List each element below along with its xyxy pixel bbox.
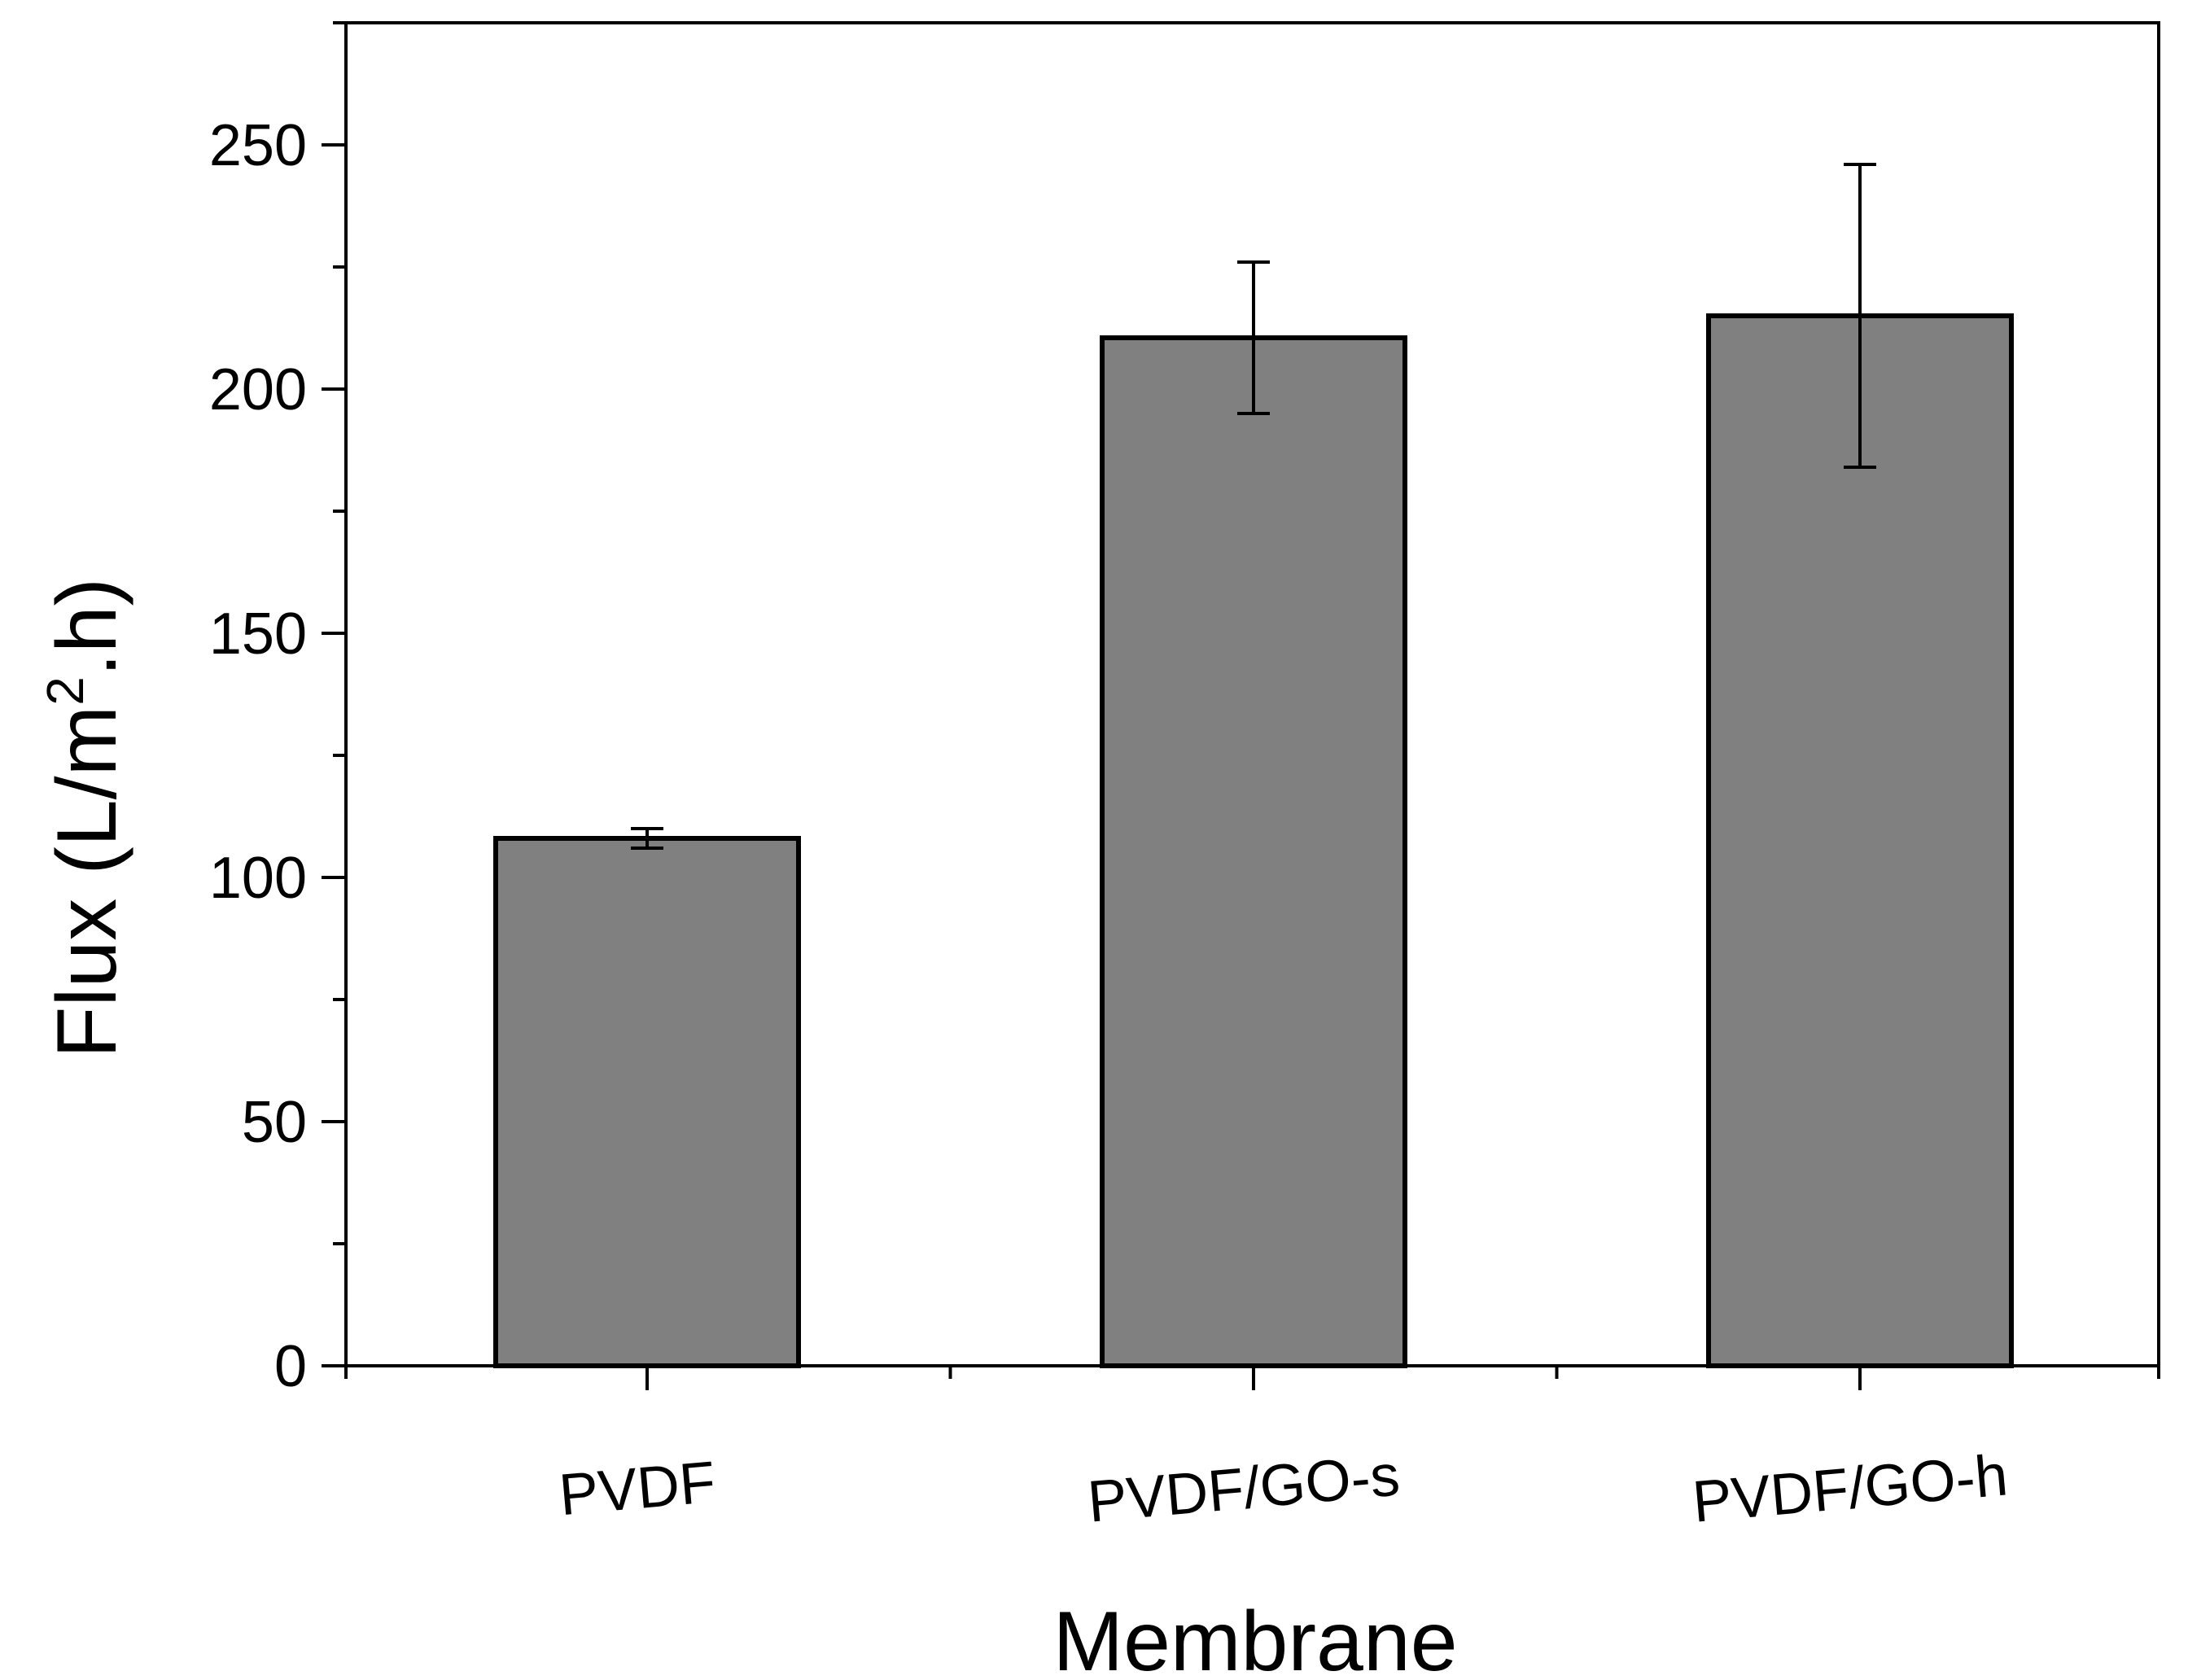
y-axis-label-main: Flux (L/m (40, 706, 134, 1058)
y-axis-label-superscript: 2 (36, 676, 94, 706)
y-tick-label: 100 (209, 846, 307, 911)
y-tick-label: 50 (242, 1090, 307, 1155)
y-ticks-group: 0 50 100 150 200 250 (209, 21, 346, 1399)
y-tick-label: 150 (209, 602, 307, 667)
bar (493, 836, 801, 1368)
x-category-label: PVDF/GO-h (1690, 1442, 2011, 1535)
bar (1706, 313, 2014, 1368)
x-category-label: PVDF/GO-s (1085, 1443, 1403, 1535)
bar (1100, 335, 1407, 1368)
y-axis-label: Flux (L/m2.h) (36, 578, 134, 1058)
x-category-label: PVDF (557, 1450, 718, 1528)
y-tick-label: 250 (209, 113, 307, 178)
y-tick-label: 200 (209, 357, 307, 422)
x-ticks-group: PVDF PVDF/GO-s PVDF/GO-h (344, 1366, 2160, 1535)
error-bars-group (631, 163, 1876, 850)
x-axis-label: Membrane (1052, 1595, 1457, 1680)
y-tick-label: 0 (274, 1334, 307, 1399)
y-axis-label-end: .h) (40, 578, 134, 676)
bars-group (493, 313, 2014, 1368)
